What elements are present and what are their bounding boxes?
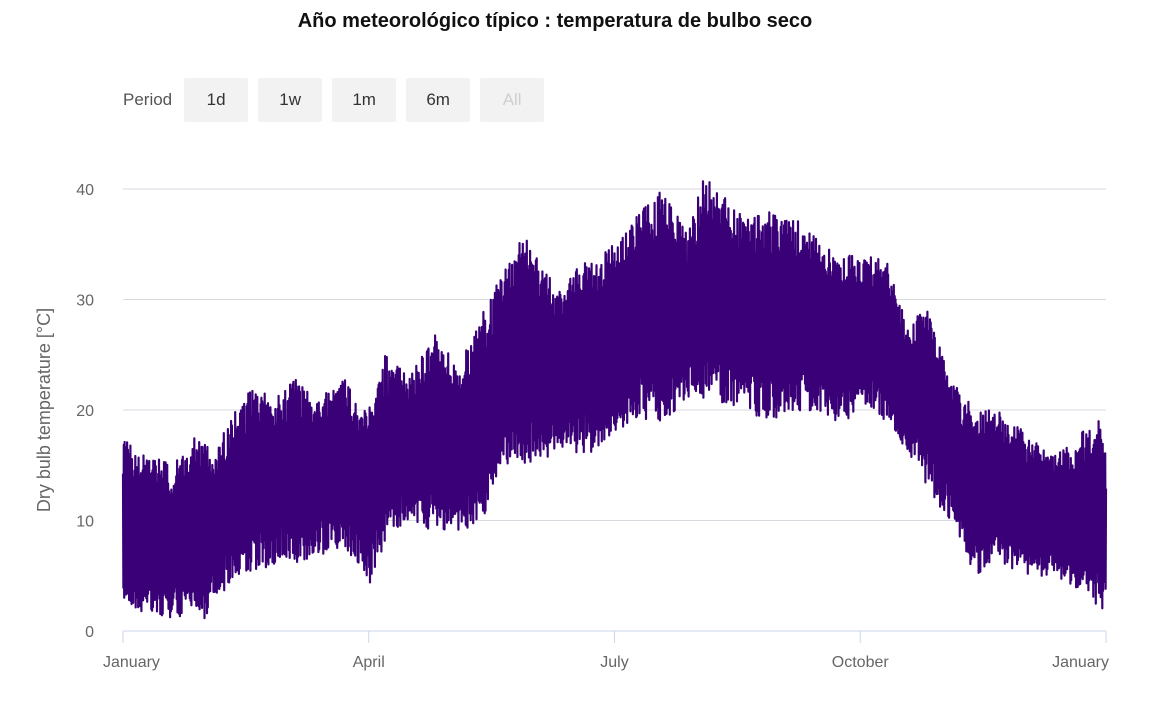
temperature-series-line bbox=[121, 180, 1108, 620]
chart-title: Año meteorológico típico : temperatura d… bbox=[297, 10, 813, 32]
range-button-1w[interactable]: 1w bbox=[258, 78, 323, 122]
y-axis-title: Dry bulb temperature [°C] bbox=[34, 308, 54, 512]
range-selector: Period 1d 1w 1m 6m All bbox=[123, 78, 545, 122]
range-button-1d[interactable]: 1d bbox=[184, 78, 249, 122]
y-tick-label: 30 bbox=[76, 293, 94, 310]
y-tick-label: 0 bbox=[85, 624, 94, 641]
x-tick-label: January bbox=[103, 654, 160, 671]
y-tick-label: 10 bbox=[76, 514, 94, 531]
x-tick-label: April bbox=[353, 654, 385, 671]
x-tick-label: October bbox=[832, 654, 890, 671]
y-tick-label: 20 bbox=[76, 403, 94, 420]
range-selector-label: Period bbox=[123, 90, 173, 109]
y-tick-label: 40 bbox=[76, 182, 94, 199]
x-tick-label: July bbox=[600, 654, 628, 671]
x-tick-label: January bbox=[1052, 654, 1109, 671]
range-button-1m[interactable]: 1m bbox=[332, 78, 397, 122]
range-button-6m[interactable]: 6m bbox=[406, 78, 471, 122]
range-button-all: All bbox=[480, 78, 545, 122]
